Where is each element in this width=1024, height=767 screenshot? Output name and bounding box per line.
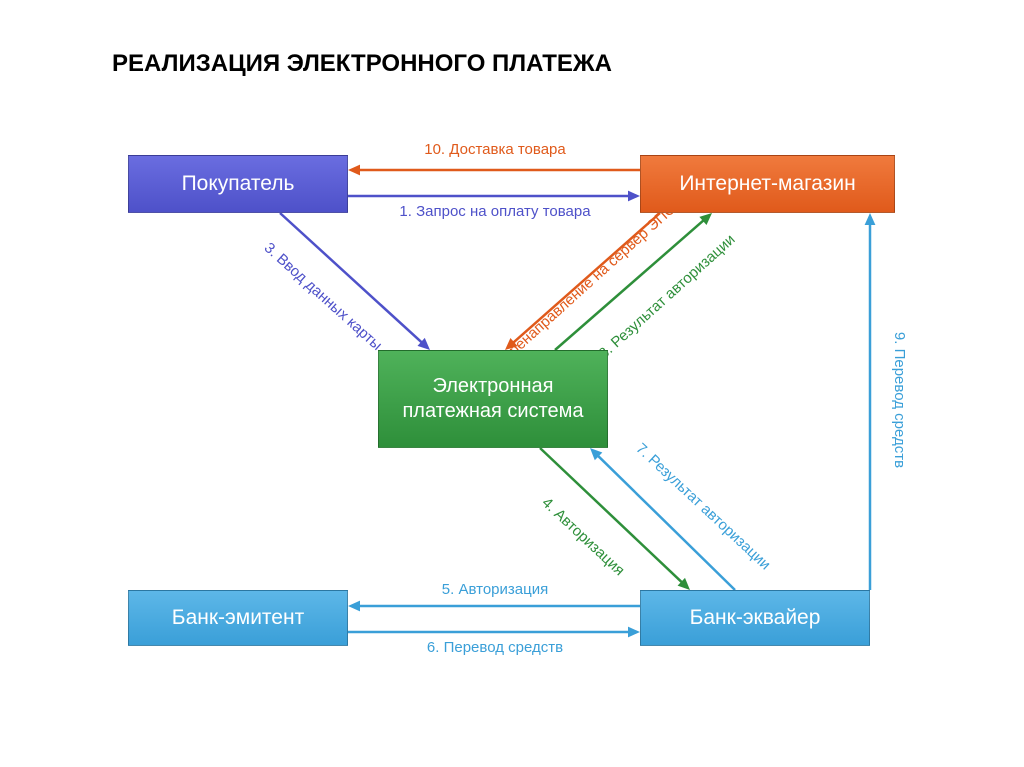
node-eps-label: Электронная платежная система: [387, 374, 599, 424]
edge-e5-label: 5. Авторизация: [442, 581, 548, 598]
edge-e4-arrowhead: [678, 578, 690, 590]
node-buyer-label: Покупатель: [182, 171, 295, 197]
edge-e8-label: 8. Результат авторизации: [595, 231, 738, 362]
edge-e3-arrowhead: [417, 338, 430, 350]
edge-e10-label: 10. Доставка товара: [424, 141, 566, 158]
edge-e10-arrowhead: [348, 165, 360, 176]
diagram-canvas: РЕАЛИЗАЦИЯ ЭЛЕКТРОННОГО ПЛАТЕЖА 1. Запро…: [0, 0, 1024, 767]
edge-e3-line: [280, 213, 422, 343]
node-acquirer-label: Банк-эквайер: [690, 605, 821, 631]
edge-e7-label: 7. Результат авторизации: [632, 440, 773, 573]
edge-e2-arrowhead: [505, 338, 518, 350]
edge-e9-arrowhead: [865, 213, 876, 225]
node-issuer-label: Банк-эмитент: [172, 605, 304, 631]
edge-e8-arrowhead: [699, 213, 712, 225]
edge-e6-arrowhead: [628, 627, 640, 638]
edge-e2-line: [513, 213, 660, 343]
edge-e9-label: 9. Перевод средств: [891, 332, 908, 468]
edge-e6-label: 6. Перевод средств: [427, 639, 563, 656]
edge-e7-line: [598, 456, 735, 590]
edge-e5-arrowhead: [348, 601, 360, 612]
edge-e8-line: [555, 220, 704, 350]
node-buyer: Покупатель: [128, 155, 348, 213]
edge-e1-label: 1. Запрос на оплату товара: [399, 203, 591, 220]
edge-e1-arrowhead: [628, 191, 640, 202]
edge-e7-arrowhead: [590, 448, 602, 460]
node-shop-label: Интернет-магазин: [679, 171, 855, 197]
node-acquirer: Банк-эквайер: [640, 590, 870, 646]
edge-e4-label: 4. Авторизация: [538, 494, 627, 579]
node-eps: Электронная платежная система: [378, 350, 608, 448]
node-shop: Интернет-магазин: [640, 155, 895, 213]
edge-e4-line: [540, 448, 682, 583]
node-issuer: Банк-эмитент: [128, 590, 348, 646]
page-title: РЕАЛИЗАЦИЯ ЭЛЕКТРОННОГО ПЛАТЕЖА: [112, 50, 612, 78]
edge-e3-label: 3. Ввод данных карты: [261, 239, 386, 354]
